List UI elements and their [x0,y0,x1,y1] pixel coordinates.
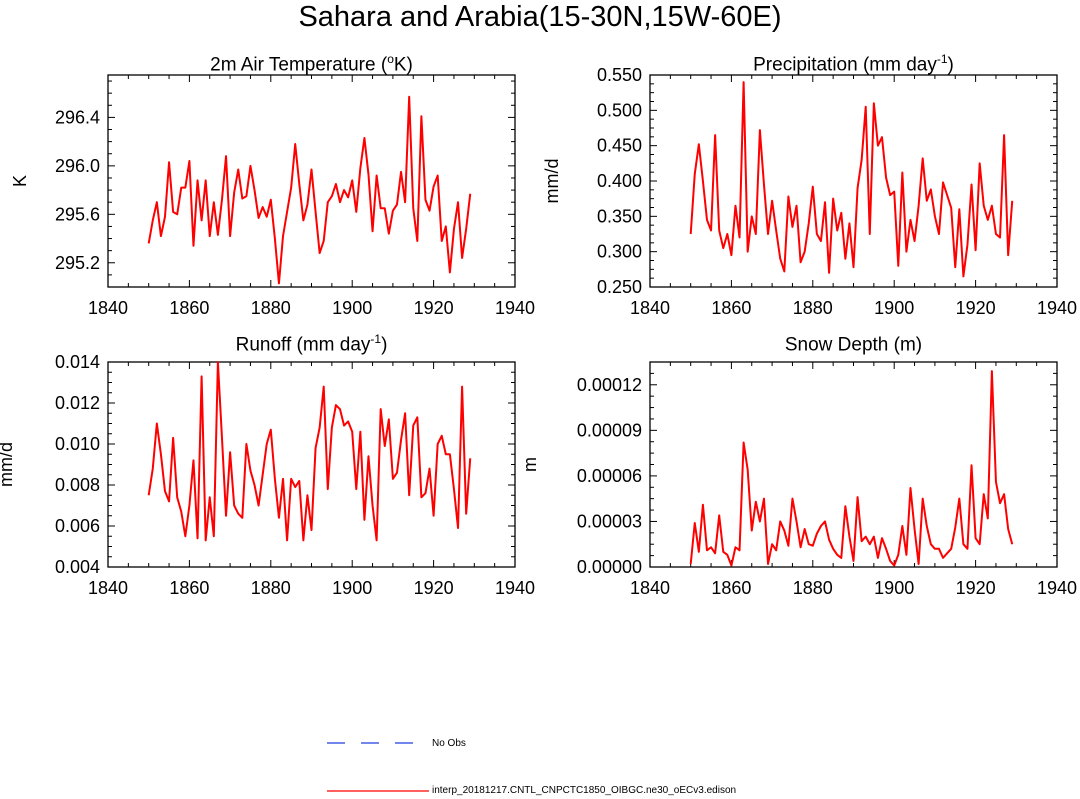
temp-ytick-label: 295.6 [55,204,100,224]
precip-ytick-label: 0.400 [597,171,642,191]
snow-xtick-label: 1860 [711,578,751,598]
temp-xtick-label: 1880 [251,298,291,318]
runoff-chart: 1840 1860 1880 1900 1920 1940 0.004 0.006 0.008 0… [0,352,535,598]
runoff-series-line [147,361,472,542]
temp-ytick-label: 295.2 [55,253,100,273]
precip-title-sup: -1 [936,52,948,66]
snow-xtick-label: 1840 [630,578,670,598]
precip-title-prefix: Precipitation (mm day [753,54,937,76]
precip-ytick-label: 0.300 [597,242,642,262]
legend-model-label: interp_20181217.CNTL_CNPCTC1850_OIBGC.ne… [432,785,737,796]
runoff-title-suffix: ) [381,334,388,356]
temp-title-sup: o [387,52,394,66]
snow-xtick-label: 1880 [793,578,833,598]
runoff-ylabel: mm/d [0,442,16,487]
snow-ytick-label: 0.00006 [577,466,642,486]
precip-xtick-label: 1920 [956,298,996,318]
temp-ylabel: K [10,175,30,187]
precip-ytick-label: 0.350 [597,206,642,226]
temp-chart: 1840 1860 1880 1900 1920 1940 295.2 295.6 296.0 2… [10,74,535,318]
temp-panel-title: 2m Air Temperature (oK) [108,48,515,76]
precip-xtick-label: 1860 [711,298,751,318]
snow-panel-title: Snow Depth (m) [650,328,1057,356]
runoff-xtick-label: 1920 [414,578,454,598]
runoff-ytick-label: 0.010 [55,434,100,454]
snow-ytick-label: 0.00000 [577,557,642,577]
figure-title: Sahara and Arabia(15-30N,15W-60E) [298,1,782,33]
temp-title-prefix: 2m Air Temperature ( [210,54,388,76]
precip-series-line [689,81,1014,278]
precip-ytick-label: 0.550 [597,65,642,85]
snow-xtick-label: 1920 [956,578,996,598]
temp-xtick-label: 1940 [495,298,535,318]
legend-model-swatch [327,790,429,792]
temp-title-suffix: K) [393,54,413,76]
precip-title-suffix: ) [947,54,954,76]
runoff-title-prefix: Runoff (mm day [235,334,371,356]
runoff-ytick-label: 0.014 [55,352,100,372]
temp-xtick-label: 1840 [88,298,128,318]
precip-xtick-label: 1940 [1037,298,1077,318]
runoff-xtick-label: 1860 [169,578,209,598]
temp-xtick-label: 1920 [414,298,454,318]
runoff-xtick-label: 1840 [88,578,128,598]
precip-ytick-label: 0.500 [597,100,642,120]
snow-title-prefix: Snow Depth (m) [784,334,923,356]
runoff-xtick-label: 1940 [495,578,535,598]
runoff-panel-title: Runoff (mm day-1) [108,328,515,356]
precip-xtick-label: 1840 [630,298,670,318]
snow-ylabel: m [520,457,540,472]
runoff-ytick-label: 0.006 [55,516,100,536]
precip-ylabel: mm/d [542,159,562,204]
temp-series-line [147,95,472,285]
runoff-xtick-label: 1880 [251,578,291,598]
legend-obs-label: No Obs [432,738,466,749]
runoff-xtick-label: 1900 [332,578,372,598]
snow-ytick-label: 0.00003 [577,511,642,531]
snow-series-line [689,370,1014,567]
snow-xtick-label: 1940 [1037,578,1077,598]
temp-plot-frame [107,74,516,288]
precip-ytick-label: 0.250 [597,277,642,297]
runoff-ytick-label: 0.008 [55,475,100,495]
snow-ytick-label: 0.00012 [577,375,642,395]
runoff-title-sup: -1 [370,332,382,346]
precip-xtick-label: 1880 [793,298,833,318]
snow-xtick-label: 1900 [874,578,914,598]
precip-ytick-label: 0.450 [597,136,642,156]
temp-xtick-label: 1900 [332,298,372,318]
precip-panel-title: Precipitation (mm day-1) [650,48,1057,76]
runoff-plot-frame [107,361,516,568]
legend-obs-swatch [327,742,429,744]
precip-chart: 1840 1860 1880 1900 1920 1940 0.250 0.300 0.350 0… [542,65,1077,318]
temp-xtick-label: 1860 [169,298,209,318]
runoff-ytick-label: 0.004 [55,557,100,577]
runoff-ytick-label: 0.012 [55,393,100,413]
temp-ytick-label: 296.4 [55,107,100,127]
temp-ytick-label: 296.0 [55,156,100,176]
snow-ytick-label: 0.00009 [577,420,642,440]
snow-chart: 1840 1860 1880 1900 1920 1940 0.00000 0.00003 0.… [520,361,1077,598]
precip-xtick-label: 1900 [874,298,914,318]
